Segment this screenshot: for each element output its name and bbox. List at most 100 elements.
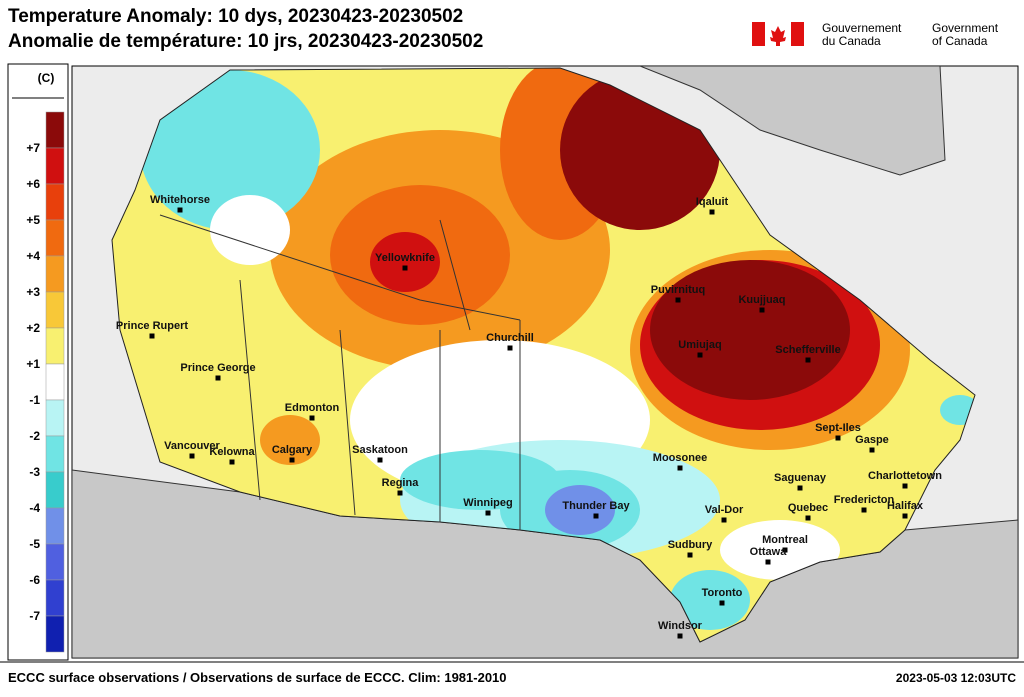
city-marker: [697, 352, 703, 358]
city-label: Umiujaq: [678, 339, 721, 351]
greenland: [639, 66, 946, 176]
city-marker: [835, 435, 841, 441]
city-label: Whitehorse: [150, 194, 210, 206]
city-marker: [902, 513, 908, 519]
city-label: Windsor: [658, 620, 703, 632]
city-label: Saskatoon: [352, 444, 408, 456]
provincial-boundaries: [159, 214, 521, 530]
legend-swatch: [45, 507, 65, 545]
legend-unit: (C): [38, 71, 55, 85]
legend-swatch: [45, 219, 65, 257]
city-marker: [229, 459, 235, 465]
legend-label: -3: [29, 465, 40, 479]
legend-label: +3: [26, 285, 40, 299]
city-marker: [149, 333, 155, 339]
legend-swatch: [45, 183, 65, 221]
gov-fr-1: Gouvernement: [822, 21, 902, 35]
legend-swatch: [45, 327, 65, 365]
city-label: Kelowna: [209, 446, 255, 458]
city-label: Schefferville: [775, 344, 840, 356]
city-label: Winnipeg: [463, 497, 512, 509]
city-label: Ottawa: [750, 546, 788, 558]
city-label: Moosonee: [653, 452, 707, 464]
legend-label: +2: [26, 321, 40, 335]
legend-swatch: [45, 615, 65, 653]
city-marker: [675, 297, 681, 303]
legend-swatch: [45, 363, 65, 401]
city-label: Vancouver: [164, 440, 220, 452]
legend: +7 +6 +5 +4 +3 +2 +1 -1 -2 -3 -4 -5 -6 -7: [26, 111, 65, 653]
gov-fr-2: du Canada: [822, 34, 881, 48]
legend-label: +7: [26, 141, 40, 155]
legend-swatch: [45, 435, 65, 473]
city-marker: [687, 552, 693, 558]
city-label: Iqaluit: [696, 196, 729, 208]
footer-right: 2023-05-03 12:03UTC: [896, 671, 1016, 685]
legend-label: +1: [26, 357, 40, 371]
city-marker: [485, 510, 491, 516]
gov-en-1: Government: [932, 21, 999, 35]
city-marker: [805, 515, 811, 521]
city-label: Thunder Bay: [562, 500, 630, 512]
city-marker: [677, 633, 683, 639]
footer-left: ECCC surface observations / Observations…: [8, 670, 507, 685]
city-marker: [719, 600, 725, 606]
city-marker: [177, 207, 183, 213]
legend-label: -5: [29, 537, 40, 551]
city-label: Fredericton: [834, 494, 895, 506]
city-marker: [902, 483, 908, 489]
city-label: Edmonton: [285, 402, 340, 414]
city-label: Regina: [382, 477, 420, 489]
city-marker: [289, 457, 295, 463]
city-label: Puvirnituq: [651, 284, 705, 296]
legend-swatch: [45, 111, 65, 149]
city-marker: [402, 265, 408, 271]
title-fr: Anomalie de température: 10 jrs, 2023042…: [8, 31, 483, 52]
city-label: Prince Rupert: [116, 320, 188, 332]
canada-flag: [752, 22, 804, 46]
legend-label: -2: [29, 429, 40, 443]
city-label: Gaspe: [855, 434, 889, 446]
city-marker: [215, 375, 221, 381]
legend-label: +5: [26, 213, 40, 227]
city-marker: [677, 465, 683, 471]
city-label: Calgary: [272, 444, 313, 456]
city-label: Charlottetown: [868, 470, 942, 482]
city-label: Sudbury: [668, 539, 713, 551]
city-label: Sept-Iles: [815, 422, 861, 434]
legend-swatch: [45, 147, 65, 185]
city-marker: [782, 547, 788, 553]
legend-swatch: [45, 471, 65, 509]
cities: Whitehorse Yellowknife Iqaluit Puvirnituq Ku…: [116, 194, 942, 639]
city-marker: [765, 559, 771, 565]
gov-en-2: of Canada: [932, 34, 988, 48]
city-label: Toronto: [702, 587, 743, 599]
city-marker: [721, 517, 727, 523]
city-label: Saguenay: [774, 472, 827, 484]
city-marker: [507, 345, 513, 351]
city-marker: [377, 457, 383, 463]
city-marker: [189, 453, 195, 459]
legend-swatch: [45, 291, 65, 329]
city-marker: [759, 307, 765, 313]
legend-label: -4: [29, 501, 40, 515]
legend-label: -6: [29, 573, 40, 587]
legend-label: -7: [29, 609, 40, 623]
city-marker: [805, 357, 811, 363]
legend-swatch: [45, 579, 65, 617]
city-marker: [861, 507, 867, 513]
city-marker: [397, 490, 403, 496]
legend-swatch: [45, 543, 65, 581]
map: [72, 66, 1018, 658]
city-marker: [869, 447, 875, 453]
city-marker: [593, 513, 599, 519]
legend-label: +4: [26, 249, 40, 263]
title-en: Temperature Anomaly: 10 dys, 20230423-20…: [8, 6, 463, 27]
legend-label: +6: [26, 177, 40, 191]
city-label: Kuujjuaq: [738, 294, 785, 306]
city-marker: [797, 485, 803, 491]
city-label: Val-Dor: [705, 504, 744, 516]
